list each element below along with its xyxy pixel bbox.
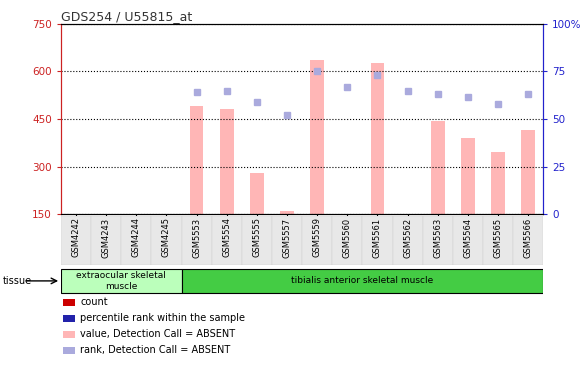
Bar: [152, 216, 181, 265]
Text: percentile rank within the sample: percentile rank within the sample: [80, 313, 245, 324]
Text: GDS254 / U55815_at: GDS254 / U55815_at: [61, 10, 192, 23]
Bar: [453, 216, 483, 265]
Text: GSM5554: GSM5554: [223, 217, 231, 257]
Bar: [181, 269, 543, 293]
Bar: [302, 216, 332, 265]
Bar: [242, 216, 272, 265]
Bar: [513, 216, 543, 265]
Bar: [190, 106, 203, 214]
Bar: [63, 315, 76, 322]
Text: GSM5562: GSM5562: [403, 217, 412, 258]
Text: GSM5564: GSM5564: [464, 217, 472, 258]
Bar: [61, 216, 91, 265]
Bar: [61, 269, 181, 293]
Text: GSM4244: GSM4244: [132, 217, 141, 257]
Bar: [280, 211, 294, 214]
Text: count: count: [80, 298, 108, 307]
Text: GSM5565: GSM5565: [493, 217, 503, 258]
Bar: [220, 109, 234, 214]
Bar: [91, 216, 121, 265]
Bar: [181, 216, 211, 265]
Text: GSM5553: GSM5553: [192, 217, 201, 258]
Text: GSM5566: GSM5566: [523, 217, 533, 258]
Bar: [461, 138, 475, 214]
Bar: [63, 331, 76, 338]
Text: GSM5559: GSM5559: [313, 217, 322, 257]
Text: extraocular skeletal
muscle: extraocular skeletal muscle: [76, 271, 166, 291]
Bar: [492, 152, 505, 214]
Bar: [371, 63, 384, 214]
Bar: [63, 347, 76, 354]
Bar: [63, 299, 76, 306]
Text: GSM4245: GSM4245: [162, 217, 171, 257]
Text: GSM5561: GSM5561: [373, 217, 382, 258]
Bar: [423, 216, 453, 265]
Text: GSM5557: GSM5557: [282, 217, 292, 258]
Bar: [250, 173, 264, 214]
Bar: [431, 120, 444, 214]
Bar: [393, 216, 423, 265]
Bar: [310, 60, 324, 214]
Text: GSM5555: GSM5555: [252, 217, 261, 257]
Text: GSM5563: GSM5563: [433, 217, 442, 258]
Text: GSM5560: GSM5560: [343, 217, 352, 258]
Text: GSM4243: GSM4243: [102, 217, 111, 258]
Text: GSM4242: GSM4242: [71, 217, 81, 257]
Bar: [332, 216, 363, 265]
Bar: [363, 216, 393, 265]
Bar: [521, 130, 535, 214]
Bar: [211, 216, 242, 265]
Text: tibialis anterior skeletal muscle: tibialis anterior skeletal muscle: [291, 276, 433, 285]
Bar: [272, 216, 302, 265]
Text: tissue: tissue: [3, 276, 32, 286]
Bar: [121, 216, 152, 265]
Bar: [483, 216, 513, 265]
Text: rank, Detection Call = ABSENT: rank, Detection Call = ABSENT: [80, 346, 231, 355]
Text: value, Detection Call = ABSENT: value, Detection Call = ABSENT: [80, 329, 235, 340]
